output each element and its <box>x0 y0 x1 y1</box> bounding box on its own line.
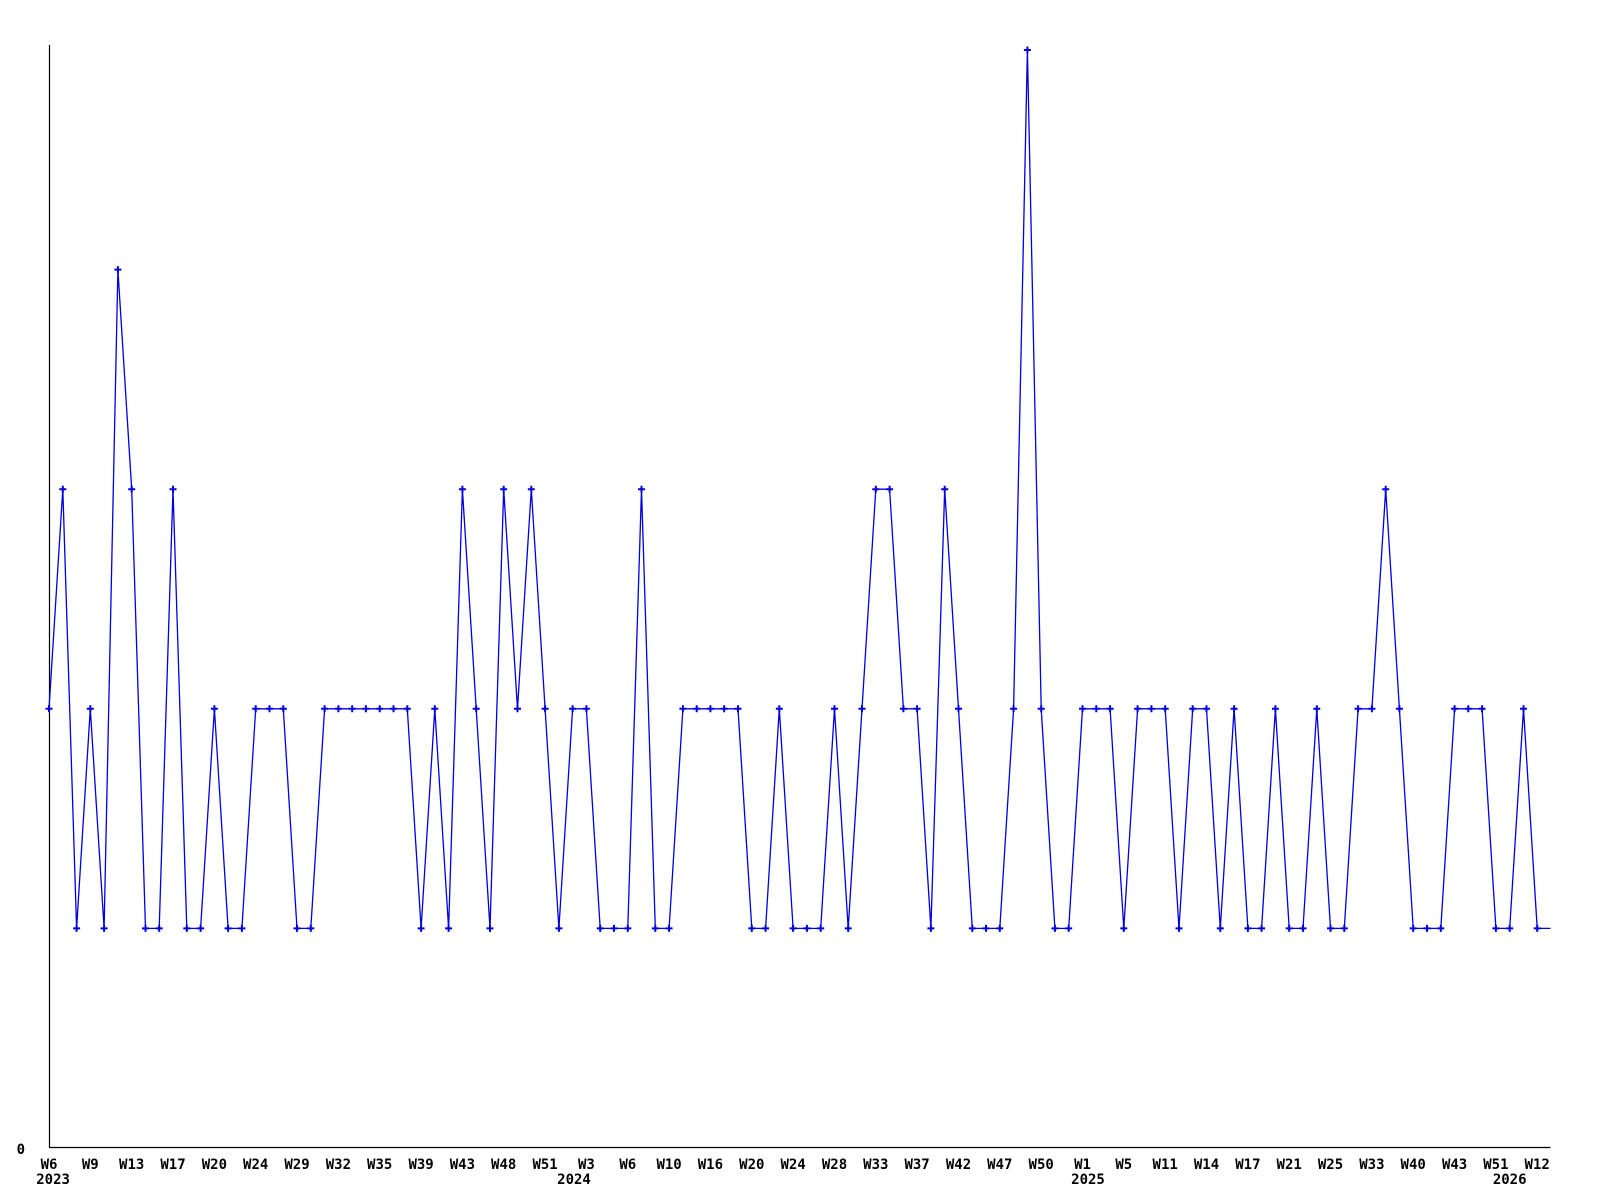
x-tick-label: W47 <box>987 1157 1012 1173</box>
x-tick-label: W24 <box>243 1157 268 1173</box>
x-tick-label: W43 <box>1442 1157 1467 1173</box>
series-line <box>48 49 1551 930</box>
x-tick-label: W32 <box>326 1157 351 1173</box>
x-year-label: 2025 <box>1071 1172 1105 1188</box>
x-tick-label: W20 <box>739 1157 764 1173</box>
x-tick-label: W14 <box>1194 1157 1219 1173</box>
x-tick-label: W33 <box>863 1157 888 1173</box>
x-tick-label: W21 <box>1277 1157 1302 1173</box>
x-tick-label: W51 <box>1483 1157 1508 1173</box>
axes <box>48 45 1551 1149</box>
x-tick-label: W1 <box>1074 1157 1091 1173</box>
x-tick-label: W37 <box>904 1157 929 1173</box>
x-tick-label: W25 <box>1318 1157 1343 1173</box>
x-tick-label: W28 <box>822 1157 847 1173</box>
x-tick-label: W13 <box>119 1157 144 1173</box>
x-tick-label: W42 <box>946 1157 971 1173</box>
y-axis-zero-label: 0 <box>17 1142 25 1158</box>
x-tick-label: W11 <box>1153 1157 1178 1173</box>
x-tick-label: W3 <box>578 1157 595 1173</box>
x-tick-label: W40 <box>1401 1157 1426 1173</box>
x-tick-label: W24 <box>780 1157 805 1173</box>
x-year-label: 2024 <box>557 1172 591 1188</box>
x-tick-label: W16 <box>698 1157 723 1173</box>
x-tick-label: W43 <box>450 1157 475 1173</box>
x-tick-label: W29 <box>284 1157 309 1173</box>
x-year-label: 2026 <box>1493 1172 1527 1188</box>
x-tick-label: W9 <box>82 1157 99 1173</box>
x-tick-label: W39 <box>408 1157 433 1173</box>
point-marker-plus <box>45 46 1541 932</box>
x-tick-label: W48 <box>491 1157 516 1173</box>
x-axis-tick-labels: W6 W9 W13 W17 W20 W24 W29 W32 W35 W39 W43 W48 W51 W3 W… <box>41 1157 1550 1173</box>
x-year-label: 2023 <box>36 1172 70 1188</box>
x-tick-label: W5 <box>1115 1157 1132 1173</box>
x-tick-label: W20 <box>202 1157 227 1173</box>
x-tick-label: W33 <box>1359 1157 1384 1173</box>
x-tick-label: W10 <box>656 1157 681 1173</box>
x-tick-label: W17 <box>160 1157 185 1173</box>
x-tick-label: W12 <box>1525 1157 1550 1173</box>
x-tick-label: W50 <box>1029 1157 1054 1173</box>
x-tick-label: W6 <box>619 1157 636 1173</box>
x-tick-label: W35 <box>367 1157 392 1173</box>
x-tick-label: W51 <box>532 1157 557 1173</box>
x-axis-year-labels: 2023 2024 2025 2026 <box>36 1172 1526 1188</box>
series-line-group <box>48 49 1551 930</box>
x-tick-label: W17 <box>1235 1157 1260 1173</box>
x-tick-label: W6 <box>41 1157 58 1173</box>
data-point-markers <box>45 46 1541 932</box>
